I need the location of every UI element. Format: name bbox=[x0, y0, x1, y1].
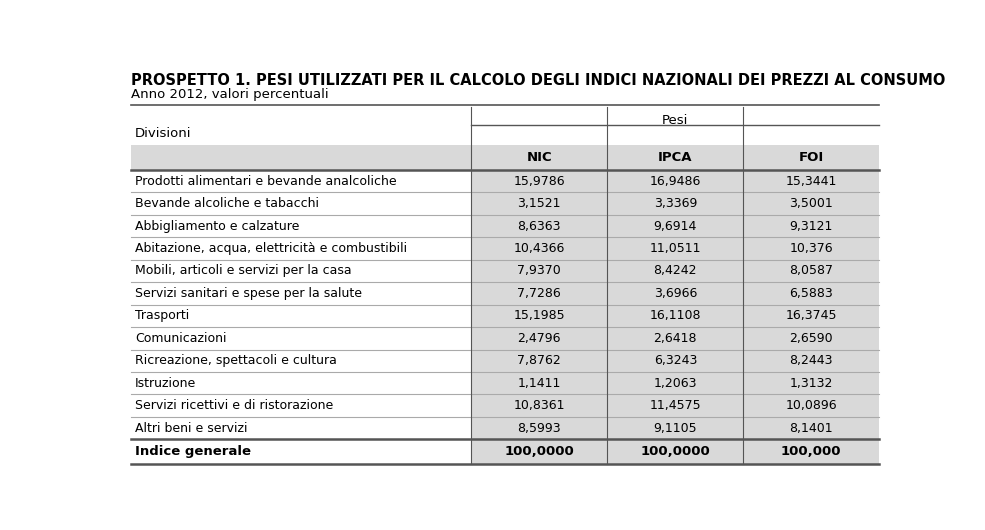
Text: Ricreazione, spettacoli e cultura: Ricreazione, spettacoli e cultura bbox=[135, 354, 337, 367]
Text: 100,000: 100,000 bbox=[781, 445, 841, 458]
Text: 9,6914: 9,6914 bbox=[654, 219, 697, 233]
Text: 8,2443: 8,2443 bbox=[789, 354, 832, 367]
Text: 1,3132: 1,3132 bbox=[789, 377, 832, 390]
Bar bbox=[131, 327, 471, 349]
Text: 15,3441: 15,3441 bbox=[785, 174, 836, 188]
Text: Pesi: Pesi bbox=[662, 114, 689, 127]
Text: Istruzione: Istruzione bbox=[135, 377, 196, 390]
Text: 15,9786: 15,9786 bbox=[513, 174, 565, 188]
Bar bbox=[471, 439, 879, 464]
Bar bbox=[471, 417, 879, 439]
Text: 16,1108: 16,1108 bbox=[649, 310, 701, 322]
Text: 10,4366: 10,4366 bbox=[513, 242, 565, 255]
Bar bbox=[131, 237, 471, 260]
Bar bbox=[471, 260, 879, 282]
Bar bbox=[131, 215, 471, 237]
Text: 7,9370: 7,9370 bbox=[517, 264, 561, 277]
Text: 11,0511: 11,0511 bbox=[649, 242, 701, 255]
Text: Abbigliamento e calzature: Abbigliamento e calzature bbox=[135, 219, 299, 233]
Bar bbox=[471, 372, 879, 394]
Text: Altri beni e servizi: Altri beni e servizi bbox=[135, 422, 247, 435]
Bar bbox=[471, 394, 879, 417]
Bar bbox=[471, 327, 879, 349]
Text: Bevande alcoliche e tabacchi: Bevande alcoliche e tabacchi bbox=[135, 197, 319, 210]
Text: Indice generale: Indice generale bbox=[135, 445, 251, 458]
Text: Trasporti: Trasporti bbox=[135, 310, 189, 322]
Bar bbox=[131, 282, 471, 305]
Text: 8,1401: 8,1401 bbox=[789, 422, 833, 435]
Bar bbox=[131, 170, 471, 192]
Bar bbox=[131, 145, 471, 170]
Text: 8,6363: 8,6363 bbox=[517, 219, 561, 233]
Text: Comunicazioni: Comunicazioni bbox=[135, 332, 227, 345]
Text: 15,1985: 15,1985 bbox=[513, 310, 565, 322]
Bar bbox=[471, 305, 879, 327]
Text: 7,8762: 7,8762 bbox=[517, 354, 561, 367]
Text: 1,2063: 1,2063 bbox=[654, 377, 697, 390]
Bar bbox=[471, 192, 879, 215]
Text: NIC: NIC bbox=[526, 151, 552, 164]
Text: 100,0000: 100,0000 bbox=[504, 445, 574, 458]
Bar bbox=[471, 237, 879, 260]
Bar bbox=[131, 305, 471, 327]
Text: PROSPETTO 1. PESI UTILIZZATI PER IL CALCOLO DEGLI INDICI NAZIONALI DEI PREZZI AL: PROSPETTO 1. PESI UTILIZZATI PER IL CALC… bbox=[131, 73, 946, 88]
Bar bbox=[131, 439, 471, 464]
Text: Servizi ricettivi e di ristorazione: Servizi ricettivi e di ristorazione bbox=[135, 399, 333, 412]
Text: 9,3121: 9,3121 bbox=[789, 219, 832, 233]
Bar bbox=[131, 192, 471, 215]
Bar bbox=[131, 394, 471, 417]
Text: 11,4575: 11,4575 bbox=[649, 399, 701, 412]
Text: 3,5001: 3,5001 bbox=[789, 197, 833, 210]
Bar bbox=[131, 107, 471, 145]
Text: 3,1521: 3,1521 bbox=[517, 197, 561, 210]
Text: 2,6418: 2,6418 bbox=[654, 332, 697, 345]
Text: 2,6590: 2,6590 bbox=[789, 332, 833, 345]
Text: Mobili, articoli e servizi per la casa: Mobili, articoli e servizi per la casa bbox=[135, 264, 352, 277]
Text: 16,9486: 16,9486 bbox=[650, 174, 701, 188]
Text: 6,3243: 6,3243 bbox=[654, 354, 697, 367]
Text: 8,4242: 8,4242 bbox=[654, 264, 697, 277]
Text: 8,0587: 8,0587 bbox=[789, 264, 833, 277]
Bar bbox=[471, 145, 879, 170]
Text: 1,1411: 1,1411 bbox=[517, 377, 560, 390]
Text: 3,6966: 3,6966 bbox=[654, 287, 697, 300]
Text: Anno 2012, valori percentuali: Anno 2012, valori percentuali bbox=[131, 88, 329, 101]
Text: Divisioni: Divisioni bbox=[135, 127, 191, 140]
Bar bbox=[131, 260, 471, 282]
Bar bbox=[131, 417, 471, 439]
Text: 10,376: 10,376 bbox=[789, 242, 833, 255]
Text: 9,1105: 9,1105 bbox=[653, 422, 697, 435]
Bar bbox=[471, 107, 879, 145]
Text: 16,3745: 16,3745 bbox=[785, 310, 837, 322]
Text: FOI: FOI bbox=[799, 151, 823, 164]
Text: Servizi sanitari e spese per la salute: Servizi sanitari e spese per la salute bbox=[135, 287, 361, 300]
Bar bbox=[471, 215, 879, 237]
Text: 10,0896: 10,0896 bbox=[785, 399, 837, 412]
Text: 8,5993: 8,5993 bbox=[517, 422, 561, 435]
Text: 7,7286: 7,7286 bbox=[517, 287, 561, 300]
Text: IPCA: IPCA bbox=[658, 151, 692, 164]
Bar bbox=[471, 170, 879, 192]
Text: 100,0000: 100,0000 bbox=[640, 445, 710, 458]
Text: Prodotti alimentari e bevande analcoliche: Prodotti alimentari e bevande analcolich… bbox=[135, 174, 396, 188]
Text: 3,3369: 3,3369 bbox=[654, 197, 697, 210]
Bar bbox=[471, 282, 879, 305]
Text: Abitazione, acqua, elettricità e combustibili: Abitazione, acqua, elettricità e combust… bbox=[135, 242, 407, 255]
Text: 10,8361: 10,8361 bbox=[513, 399, 565, 412]
Bar bbox=[131, 372, 471, 394]
Bar bbox=[131, 349, 471, 372]
Text: 2,4796: 2,4796 bbox=[517, 332, 561, 345]
Text: 6,5883: 6,5883 bbox=[789, 287, 833, 300]
Bar bbox=[471, 349, 879, 372]
